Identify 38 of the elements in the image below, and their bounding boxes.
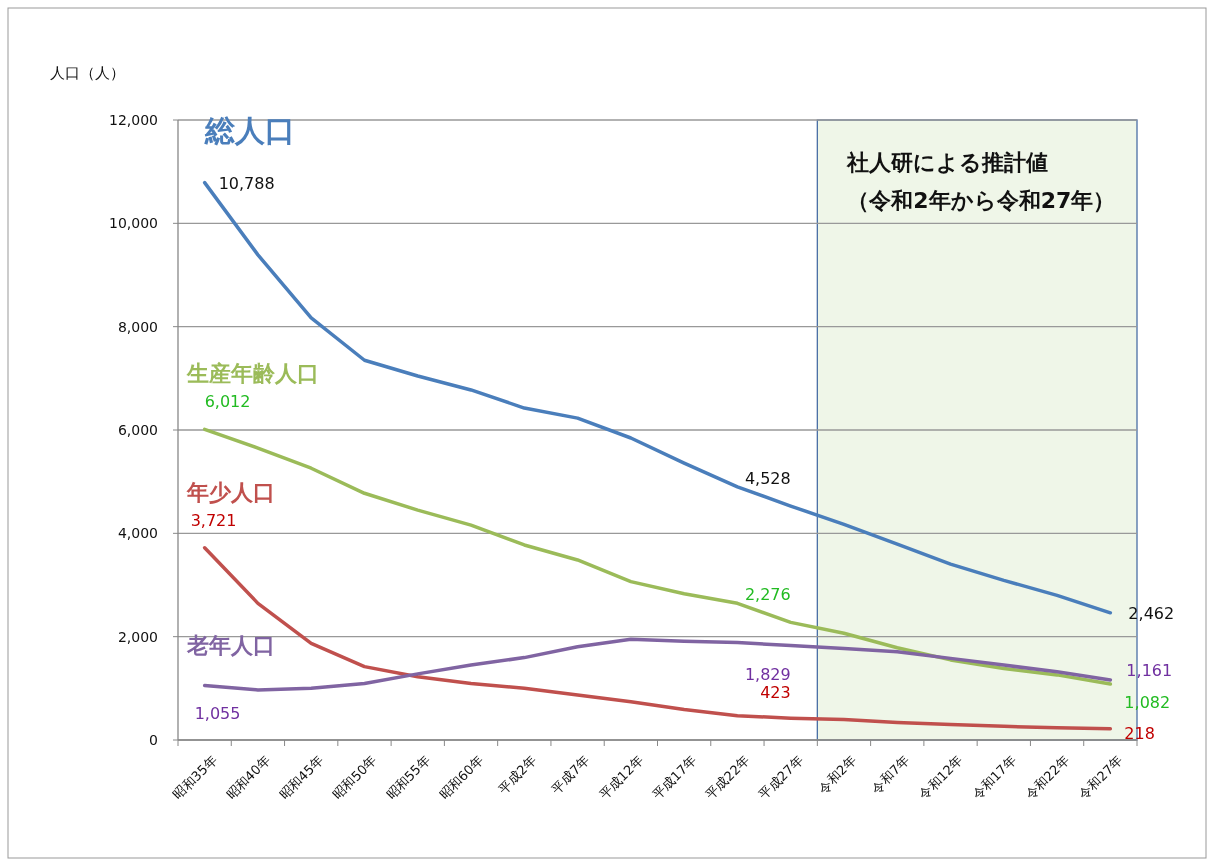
data-label: 3,721 — [190, 510, 237, 530]
x-tick-label: 令和7年 — [868, 752, 913, 797]
x-tick-label: 平成22年 — [702, 752, 753, 803]
x-tick-label: 令和27年 — [1075, 752, 1126, 803]
y-tick-label: 4,000 — [117, 525, 158, 542]
y-tick-label: 8,000 — [117, 318, 158, 335]
y-tick-label: 12,000 — [109, 112, 158, 128]
y-axis-title: 人口（人） — [50, 64, 125, 82]
y-tick-label: 0 — [149, 732, 158, 748]
data-label: 1,055 — [194, 704, 241, 724]
x-tick-label: 令和12年 — [915, 752, 966, 803]
data-label: 10,788 — [218, 173, 275, 193]
x-tick-label: 平成17年 — [649, 752, 700, 803]
data-label: 6,012 — [204, 392, 251, 412]
x-tick-label: 昭和60年 — [436, 752, 487, 803]
x-tick-label: 令和17年 — [969, 752, 1019, 803]
y-tick-label: 6,000 — [117, 422, 158, 438]
data-label: 4,528 — [744, 469, 791, 489]
x-tick-label: 令和2年 — [815, 752, 860, 797]
data-label: 2,462 — [1128, 603, 1175, 623]
x-tick-label: 昭和35年 — [169, 752, 220, 803]
x-tick-label: 平成7年 — [548, 752, 593, 797]
y-tick-label: 2,000 — [117, 628, 158, 645]
x-tick-label: 昭和50年 — [329, 752, 380, 803]
data-label: 2,276 — [744, 585, 791, 605]
x-tick-label: 令和22年 — [1022, 752, 1073, 803]
data-label: 1,082 — [1124, 693, 1171, 713]
y-tick-label: 10,000 — [109, 215, 158, 232]
x-tick-label: 平成27年 — [756, 752, 806, 803]
band-label: 社人研による推計値（令和2年から令和27年） — [846, 150, 1116, 213]
x-tick-label: 昭和55年 — [383, 752, 433, 803]
data-label: 1,829 — [744, 664, 791, 684]
x-tick-label: 平成2年 — [495, 752, 540, 797]
x-tick-label: 昭和45年 — [276, 752, 327, 803]
x-tick-label: 平成12年 — [596, 752, 647, 803]
data-label: 218 — [1124, 723, 1155, 743]
x-tick-label: 昭和40年 — [223, 752, 274, 803]
data-label: 423 — [760, 683, 791, 703]
